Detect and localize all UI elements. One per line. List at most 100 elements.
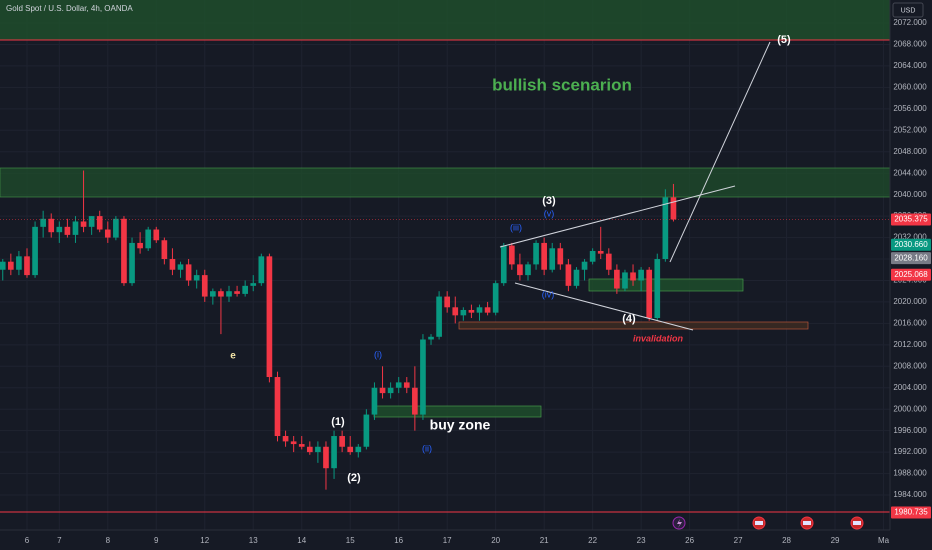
subwave-label: (iii): [510, 222, 522, 232]
candle-body: [525, 264, 531, 276]
candle-body: [614, 269, 620, 289]
candle-body: [573, 269, 580, 286]
x-tick-label: 9: [154, 536, 159, 545]
wave-label: (5): [777, 34, 791, 46]
candle-body: [161, 240, 168, 260]
candle-body: [549, 248, 556, 270]
candle-body: [153, 229, 160, 241]
currency-label[interactable]: USD: [901, 7, 916, 14]
symbol-header: Gold Spot / U.S. Dollar, 4h, OANDA: [6, 4, 133, 13]
candle-body: [121, 218, 127, 284]
candle-body: [395, 382, 402, 388]
candle-body: [379, 387, 386, 394]
y-tick-label: 2008.000: [893, 361, 927, 370]
buy-zone-label: buy zone: [430, 417, 491, 433]
candle-body: [306, 446, 313, 453]
candle-body: [355, 446, 362, 453]
x-tick-label: 8: [106, 536, 111, 545]
candles: [0, 170, 890, 490]
candle-body: [250, 283, 257, 286]
candle-body: [226, 291, 232, 297]
candle-body: [557, 248, 564, 265]
candle-body: [460, 309, 467, 316]
x-tick-label: 21: [540, 536, 549, 545]
candle-body: [274, 377, 281, 437]
candle-body: [654, 259, 661, 319]
y-tick-label: 2060.000: [893, 82, 927, 91]
price-tag: [891, 252, 931, 265]
y-tick-label: 2020.000: [893, 297, 927, 306]
candle-body: [533, 242, 539, 265]
projection-line: [669, 41, 771, 263]
candle-body: [129, 242, 135, 284]
candle-body: [16, 256, 22, 270]
x-tick-label: 28: [782, 536, 791, 545]
wedge-lower: [514, 282, 694, 331]
candle-body: [371, 387, 378, 415]
candle-body: [193, 275, 200, 281]
wave-label: (4): [622, 313, 636, 325]
wedge-upper: [499, 185, 736, 248]
candle-body: [266, 256, 273, 378]
x-tick-label: Ma: [878, 536, 890, 545]
currency-button[interactable]: [892, 2, 924, 18]
y-tick-label: 2072.000: [893, 18, 927, 27]
x-tick-label: 13: [249, 536, 258, 545]
candle-body: [234, 291, 240, 294]
candle-body: [403, 382, 410, 388]
wave-label: (2): [347, 472, 361, 484]
y-tick-label: 2048.000: [893, 147, 927, 156]
candle-body: [96, 216, 103, 230]
y-tick-label: 2044.000: [893, 168, 927, 177]
candle-body: [298, 444, 305, 447]
zone-box: [588, 278, 744, 292]
x-tick-label: 7: [57, 536, 62, 545]
candle-body: [56, 226, 63, 233]
candle-body: [185, 264, 192, 281]
supply-zone: [0, 167, 891, 198]
candle-body: [339, 436, 345, 447]
candle-body: [630, 272, 636, 281]
x-tick-label: 29: [831, 536, 840, 545]
wave-label: e: [230, 351, 236, 362]
event-icon-glyph: [677, 519, 682, 528]
y-tick-label: 1984.000: [893, 490, 927, 499]
candle-body: [331, 436, 337, 469]
y-tick-label: 2056.000: [893, 104, 927, 113]
candle-body: [145, 229, 152, 249]
x-tick-label: 20: [491, 536, 500, 545]
candle-body: [492, 283, 499, 313]
y-axis: 2072.000 2068.000 2064.000 2060.000 2056.000…: [891, 18, 931, 519]
x-tick-label: 16: [394, 536, 403, 545]
price-tag-label: 2030.660: [894, 240, 928, 249]
candle-body: [484, 307, 491, 313]
event-icon-glyph: [803, 521, 811, 525]
candle-body: [436, 296, 442, 337]
candle-body: [218, 291, 224, 297]
candle-body: [169, 259, 176, 270]
y-tick-label: 1992.000: [893, 447, 927, 456]
candle-body: [387, 387, 394, 394]
candle-body: [24, 256, 30, 276]
x-tick-label: 26: [685, 536, 694, 545]
candle-body: [72, 221, 79, 235]
candle-body: [177, 264, 184, 270]
y-tick-label: 2032.000: [893, 233, 927, 242]
invalidation-label: invalidation: [633, 333, 684, 343]
price-tag-label: 2035.375: [894, 215, 928, 224]
wave-label: (1): [331, 416, 345, 428]
candle-body: [581, 261, 588, 270]
y-tick-label: 2000.000: [893, 404, 927, 413]
x-tick-label: 12: [200, 536, 209, 545]
candle-body: [315, 446, 321, 453]
scenario-label: bullish scenarion: [492, 75, 632, 94]
buy-zone-box: [373, 405, 542, 418]
candle-body: [662, 197, 669, 260]
price-tag-label: 1980.735: [894, 508, 928, 517]
time-axis: [0, 530, 890, 550]
candle-body: [0, 261, 6, 270]
candle-body: [32, 226, 38, 276]
candle-body: [88, 216, 95, 227]
candle-body: [412, 387, 418, 415]
